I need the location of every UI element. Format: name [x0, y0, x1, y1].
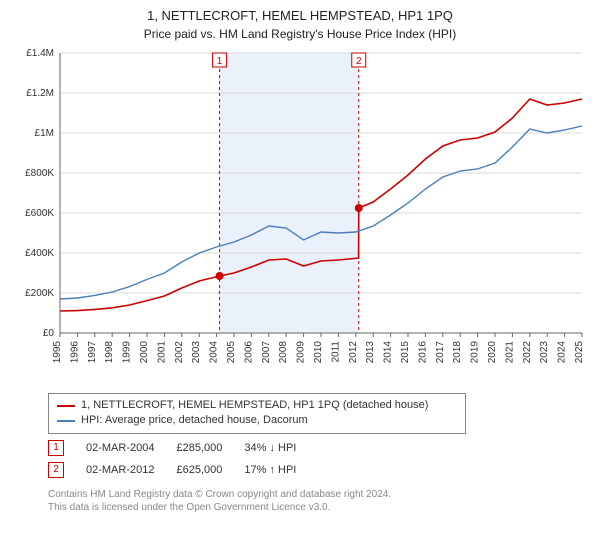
svg-text:2019: 2019	[470, 340, 481, 363]
footer-line: This data is licensed under the Open Gov…	[48, 501, 588, 514]
chart-svg: £0 £200K £400K £600K £800K £1M £1.2M £1.4M 1995 1…	[12, 47, 588, 387]
chart-container: 1, NETTLECROFT, HEMEL HEMPSTEAD, HP1 1PQ…	[0, 0, 600, 560]
svg-text:2005: 2005	[226, 340, 237, 363]
svg-text:2009: 2009	[296, 340, 307, 363]
svg-text:2016: 2016	[417, 340, 428, 363]
sale-delta: 17% ↑ HPI	[244, 464, 296, 476]
svg-text:2015: 2015	[400, 340, 411, 363]
svg-text:2018: 2018	[452, 340, 463, 363]
svg-text:2024: 2024	[557, 340, 568, 363]
svg-text:2010: 2010	[313, 340, 324, 363]
svg-text:2003: 2003	[191, 340, 202, 363]
svg-text:2021: 2021	[504, 340, 515, 363]
legend-label: HPI: Average price, detached house, Daco…	[81, 413, 308, 428]
svg-text:2023: 2023	[539, 340, 550, 363]
svg-text:2025: 2025	[574, 340, 585, 363]
svg-text:1997: 1997	[87, 340, 98, 363]
sale-row: 2 02-MAR-2012 £625,000 17% ↑ HPI	[48, 462, 588, 478]
legend-item: 1, NETTLECROFT, HEMEL HEMPSTEAD, HP1 1PQ…	[57, 398, 457, 413]
svg-text:2001: 2001	[156, 340, 167, 363]
svg-text:1998: 1998	[104, 340, 115, 363]
svg-text:2004: 2004	[209, 340, 220, 363]
svg-text:1999: 1999	[122, 340, 133, 363]
svg-text:2013: 2013	[365, 340, 376, 363]
svg-text:2008: 2008	[278, 340, 289, 363]
legend-swatch	[57, 420, 75, 422]
svg-text:1995: 1995	[52, 340, 63, 363]
svg-text:2002: 2002	[174, 340, 185, 363]
svg-text:£800K: £800K	[25, 168, 54, 179]
svg-text:2007: 2007	[261, 340, 272, 363]
chart-plot: £0 £200K £400K £600K £800K £1M £1.2M £1.4M 1995 1…	[12, 47, 588, 387]
svg-text:£600K: £600K	[25, 208, 54, 219]
legend-item: HPI: Average price, detached house, Daco…	[57, 413, 457, 428]
svg-text:2011: 2011	[330, 340, 341, 362]
svg-text:£1M: £1M	[35, 128, 54, 139]
svg-text:2: 2	[356, 56, 362, 67]
legend-label: 1, NETTLECROFT, HEMEL HEMPSTEAD, HP1 1PQ…	[81, 398, 428, 413]
footer-line: Contains HM Land Registry data © Crown c…	[48, 488, 588, 501]
chart-title: 1, NETTLECROFT, HEMEL HEMPSTEAD, HP1 1PQ	[12, 8, 588, 25]
footer-attribution: Contains HM Land Registry data © Crown c…	[48, 488, 588, 514]
sale-date: 02-MAR-2012	[86, 464, 154, 476]
legend: 1, NETTLECROFT, HEMEL HEMPSTEAD, HP1 1PQ…	[48, 393, 466, 434]
chart-subtitle: Price paid vs. HM Land Registry's House …	[12, 27, 588, 41]
sale-delta: 34% ↓ HPI	[244, 442, 296, 454]
svg-text:1: 1	[217, 56, 223, 67]
svg-text:1996: 1996	[69, 340, 80, 363]
legend-swatch	[57, 405, 75, 407]
svg-text:£400K: £400K	[25, 248, 54, 259]
sale-price: £625,000	[176, 464, 222, 476]
svg-text:£1.4M: £1.4M	[26, 48, 54, 59]
svg-text:£1.2M: £1.2M	[26, 88, 54, 99]
svg-text:2006: 2006	[243, 340, 254, 363]
svg-text:2000: 2000	[139, 340, 150, 363]
sale-date: 02-MAR-2004	[86, 442, 154, 454]
svg-text:2020: 2020	[487, 340, 498, 363]
sale-marker-icon: 2	[48, 462, 64, 478]
svg-text:£0: £0	[43, 328, 55, 339]
svg-text:2012: 2012	[348, 340, 359, 363]
svg-text:2014: 2014	[383, 340, 394, 363]
svg-text:2017: 2017	[435, 340, 446, 363]
svg-text:£200K: £200K	[25, 288, 54, 299]
svg-text:2022: 2022	[522, 340, 533, 363]
sale-price: £285,000	[176, 442, 222, 454]
sale-row: 1 02-MAR-2004 £285,000 34% ↓ HPI	[48, 440, 588, 456]
sale-marker-icon: 1	[48, 440, 64, 456]
